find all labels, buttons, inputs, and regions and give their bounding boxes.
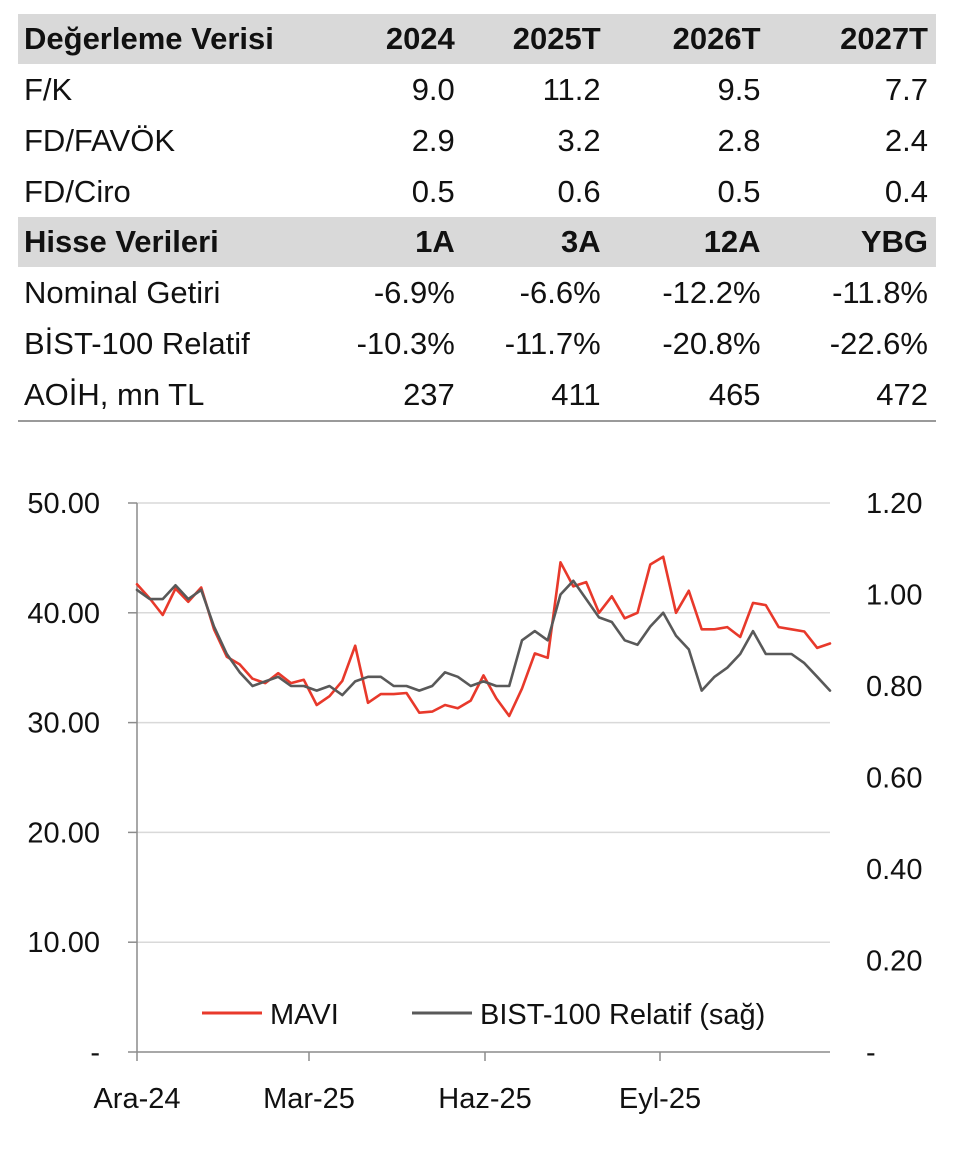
table-row: Nominal Getiri -6.9% -6.6% -12.2% -11.8% — [18, 267, 936, 318]
table-row: F/K 9.0 11.2 9.5 7.7 — [18, 64, 936, 115]
right-axis-tick-label: - — [866, 1037, 876, 1069]
stock-header-ybg: YBG — [768, 217, 936, 267]
gridlines — [137, 502, 830, 943]
table-cell: 2.4 — [884, 122, 928, 158]
table-cell: -6.6% — [519, 274, 601, 310]
right-axis-tick-label: 0.40 — [866, 854, 922, 886]
row-label: BİST-100 Relatif — [24, 325, 250, 361]
series — [135, 555, 832, 718]
right-axis-tick-label: 0.60 — [866, 763, 922, 795]
row-label: F/K — [24, 71, 73, 107]
legend-label: BIST-100 Relatif (sağ) — [480, 999, 765, 1031]
left-axis-tick-label: 40.00 — [27, 598, 100, 630]
left-axis-tick-label: - — [90, 1037, 100, 1069]
legend: MAVI BIST-100 Relatif (sağ) — [202, 999, 765, 1031]
table-cell: 11.2 — [542, 71, 601, 107]
right-axis-tick-label: 1.20 — [866, 488, 922, 520]
table-cell: 2.8 — [717, 122, 761, 158]
valuation-header-row: Değerleme Verisi 2024 2025T 2026T 2027T — [18, 14, 936, 64]
series-line-mavi — [135, 555, 832, 718]
table-cell: 7.7 — [884, 71, 928, 107]
price-chart: - 10.00 20.00 30.00 40.00 50.00 - 0.20 0.40 0.60 0… — [27, 488, 922, 1115]
table-cell: -12.2% — [662, 274, 761, 310]
table-cell: 3.2 — [557, 122, 601, 158]
table-cell: 472 — [768, 369, 936, 422]
table-cell: -11.8% — [832, 274, 928, 310]
cropped-header-text: , ,, , — [22, 0, 142, 8]
table-row: FD/Ciro 0.5 0.6 0.5 0.4 — [18, 166, 936, 217]
table-row: FD/FAVÖK 2.9 3.2 2.8 2.4 — [18, 115, 936, 166]
valuation-header-2024: 2024 — [319, 14, 463, 64]
table-cell: 411 — [462, 369, 609, 422]
x-axis-tick-label: Ara-24 — [93, 1083, 180, 1115]
row-label: Nominal Getiri — [24, 274, 221, 310]
row-label: AOİH, mn TL — [18, 369, 320, 422]
row-label: FD/Ciro — [24, 173, 131, 209]
series-line-bist-relative — [135, 579, 832, 697]
left-axis-tick-label: 30.00 — [27, 708, 100, 740]
table-row: AOİH, mn TL 237 411 465 472 — [18, 369, 936, 422]
table-cell: -6.9% — [373, 274, 455, 310]
left-axis-tick-label: 10.00 — [27, 927, 100, 959]
valuation-header-2026t: 2026T — [608, 14, 769, 64]
stock-header-label: Hisse Verileri — [18, 217, 320, 267]
table-cell: 2.9 — [411, 122, 455, 158]
table-row: BİST-100 Relatif -10.3% -11.7% -20.8% -2… — [18, 318, 936, 369]
table-cell: 465 — [608, 369, 769, 422]
table-cell: 9.5 — [717, 71, 761, 107]
table-cell: 0.5 — [717, 173, 761, 209]
right-axis-tick-label: 0.80 — [866, 671, 922, 703]
x-axis-tick-label: Haz-25 — [438, 1083, 532, 1115]
stock-header-1a: 1A — [319, 217, 463, 267]
valuation-header-2027t: 2027T — [768, 14, 936, 64]
table-cell: 0.6 — [557, 173, 601, 209]
valuation-header-label: Değerleme Verisi — [18, 14, 320, 64]
table-cell: 9.0 — [411, 71, 455, 107]
right-axis-tick-label: 1.00 — [866, 580, 922, 612]
table-cell: -10.3% — [356, 325, 455, 361]
stock-header-12a: 12A — [608, 217, 769, 267]
right-axis-tick-label: 0.20 — [866, 946, 922, 978]
table-cell: 237 — [319, 369, 463, 422]
table-cell: -22.6% — [829, 325, 928, 361]
legend-label: MAVI — [270, 999, 339, 1031]
valuation-table: Değerleme Verisi 2024 2025T 2026T 2027T … — [18, 14, 936, 422]
x-axis-tick-label: Mar-25 — [263, 1083, 355, 1115]
left-axis-tick-label: 50.00 — [27, 488, 100, 520]
left-axis-tick-label: 20.00 — [27, 817, 100, 849]
table-cell: -11.7% — [504, 325, 601, 361]
valuation-header-2025t: 2025T — [462, 14, 609, 64]
stock-header-3a: 3A — [462, 217, 609, 267]
x-axis-tick-label: Eyl-25 — [619, 1083, 701, 1115]
table-cell: 0.5 — [411, 173, 455, 209]
axes: - 10.00 20.00 30.00 40.00 50.00 - 0.20 0.40 0.60 0… — [27, 488, 922, 1115]
table-cell: -20.8% — [662, 325, 761, 361]
table-cell: 0.4 — [884, 173, 928, 209]
row-label: FD/FAVÖK — [24, 122, 176, 158]
stock-header-row: Hisse Verileri 1A 3A 12A YBG — [18, 217, 936, 267]
